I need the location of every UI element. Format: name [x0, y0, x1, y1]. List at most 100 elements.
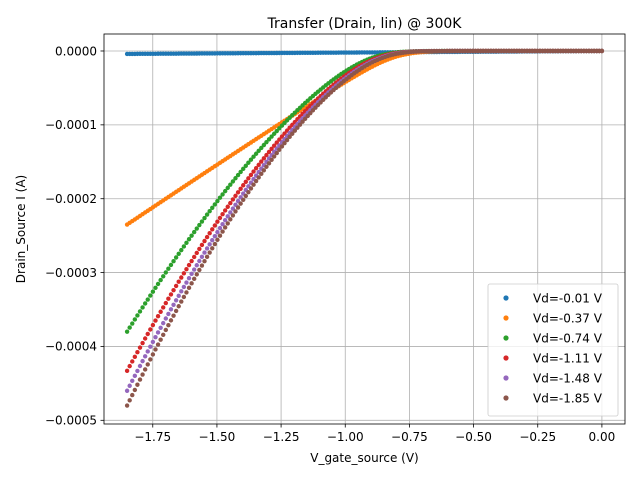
- data-point: [241, 197, 246, 202]
- data-point: [228, 210, 233, 215]
- data-point: [302, 116, 308, 122]
- legend-marker: [503, 315, 509, 321]
- data-point: [290, 131, 295, 136]
- data-point: [145, 349, 150, 354]
- data-point: [261, 142, 267, 148]
- data-point: [130, 359, 135, 364]
- data-point: [225, 204, 230, 209]
- data-point: [176, 279, 181, 284]
- data-point: [204, 246, 210, 251]
- data-point: [186, 262, 192, 268]
- data-point: [230, 179, 236, 184]
- data-points: [124, 48, 605, 408]
- data-point: [225, 214, 230, 219]
- data-point: [228, 200, 233, 206]
- y-tick-label: −0.0002: [45, 192, 97, 206]
- data-point: [186, 275, 192, 281]
- data-point: [140, 340, 145, 346]
- y-tick-label: 0.0000: [55, 44, 97, 58]
- data-point: [166, 311, 171, 317]
- x-tick-label: −0.25: [519, 430, 556, 444]
- data-point: [210, 227, 215, 232]
- data-point: [282, 141, 287, 146]
- data-point: [243, 179, 248, 184]
- data-point: [135, 368, 140, 374]
- data-point: [248, 172, 254, 178]
- data-point: [158, 337, 163, 342]
- data-point: [191, 254, 197, 260]
- data-point: [256, 148, 261, 154]
- data-point: [163, 270, 169, 275]
- data-point: [277, 147, 282, 152]
- data-point: [130, 378, 135, 383]
- data-point: [248, 157, 254, 162]
- data-point: [191, 267, 197, 272]
- data-point: [284, 137, 290, 143]
- legend-box: [487, 283, 619, 417]
- data-point: [230, 213, 236, 218]
- data-point: [264, 164, 269, 169]
- legend-marker: [503, 335, 509, 341]
- data-point: [235, 205, 241, 210]
- data-point: [145, 297, 150, 302]
- data-point: [204, 234, 210, 240]
- legend-label: Vd=-1.11 V: [533, 351, 603, 365]
- data-point: [225, 185, 230, 191]
- data-point: [202, 215, 207, 221]
- data-point: [210, 238, 215, 243]
- data-point: [305, 113, 310, 119]
- legend-label: Vd=-1.48 V: [533, 371, 603, 385]
- data-point: [194, 226, 199, 231]
- data-point: [189, 233, 194, 238]
- data-point: [127, 363, 132, 369]
- data-point: [261, 156, 267, 161]
- data-point: [233, 193, 238, 199]
- y-tick-label: −0.0003: [45, 266, 97, 280]
- data-point: [163, 316, 169, 321]
- data-point: [241, 166, 246, 172]
- data-point: [215, 237, 220, 243]
- data-point: [204, 254, 210, 260]
- data-point: [184, 280, 189, 285]
- data-point: [163, 300, 169, 306]
- data-point: [274, 150, 279, 156]
- data-point: [212, 241, 218, 247]
- data-point: [166, 266, 171, 271]
- data-point: [199, 263, 205, 268]
- plot-frame: [103, 33, 626, 425]
- legend-marker: [503, 395, 509, 401]
- x-tick-label: 0.00: [589, 430, 616, 444]
- data-point: [142, 301, 148, 306]
- data-point: [253, 165, 259, 171]
- data-point: [161, 320, 166, 326]
- data-point: [168, 307, 174, 312]
- data-point: [158, 309, 163, 314]
- data-point: [132, 373, 138, 379]
- data-point: [191, 229, 197, 235]
- legend: Vd=-0.01 V Vd=-0.37 V Vd=-0.74 V Vd=-1.11 V…: [487, 283, 619, 417]
- data-point: [271, 143, 277, 148]
- data-point: [163, 327, 169, 333]
- data-point: [222, 218, 228, 223]
- data-point: [210, 205, 215, 210]
- data-point: [215, 198, 220, 204]
- data-point: [202, 250, 207, 255]
- data-point: [230, 197, 236, 202]
- data-point: [243, 193, 248, 199]
- data-point: [220, 192, 225, 197]
- legend-label: Vd=-0.37 V: [533, 311, 603, 325]
- data-point: [197, 267, 202, 273]
- data-point: [158, 325, 163, 330]
- data-point: [256, 175, 261, 180]
- data-point: [124, 368, 130, 374]
- data-point: [142, 367, 148, 372]
- data-point: [217, 233, 223, 238]
- grid-lines: [104, 34, 625, 424]
- data-point: [215, 219, 220, 224]
- data-point: [135, 350, 140, 355]
- data-point: [220, 211, 225, 217]
- data-point: [161, 274, 166, 279]
- data-point: [246, 160, 251, 165]
- data-point: [202, 258, 207, 264]
- data-point: [202, 238, 207, 244]
